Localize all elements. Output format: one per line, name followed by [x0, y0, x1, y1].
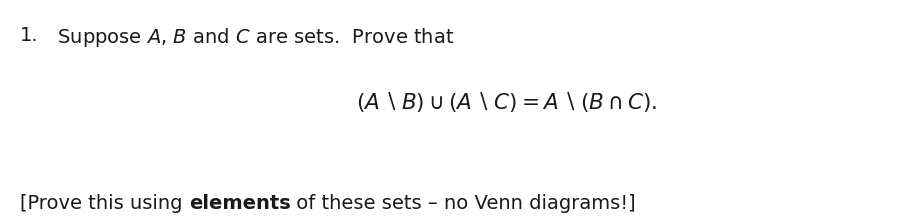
Text: elements: elements	[189, 194, 290, 213]
Text: $(A\setminus B)\cup(A\setminus C) = A\setminus(B\cap C).$: $(A\setminus B)\cup(A\setminus C) = A\se…	[355, 90, 656, 114]
Text: [Prove this using: [Prove this using	[20, 194, 189, 213]
Text: of these sets – no Venn diagrams!]: of these sets – no Venn diagrams!]	[290, 194, 636, 213]
Text: Suppose $A$, $B$ and $C$ are sets.  Prove that: Suppose $A$, $B$ and $C$ are sets. Prove…	[45, 26, 454, 50]
Text: 1.: 1.	[20, 26, 39, 45]
